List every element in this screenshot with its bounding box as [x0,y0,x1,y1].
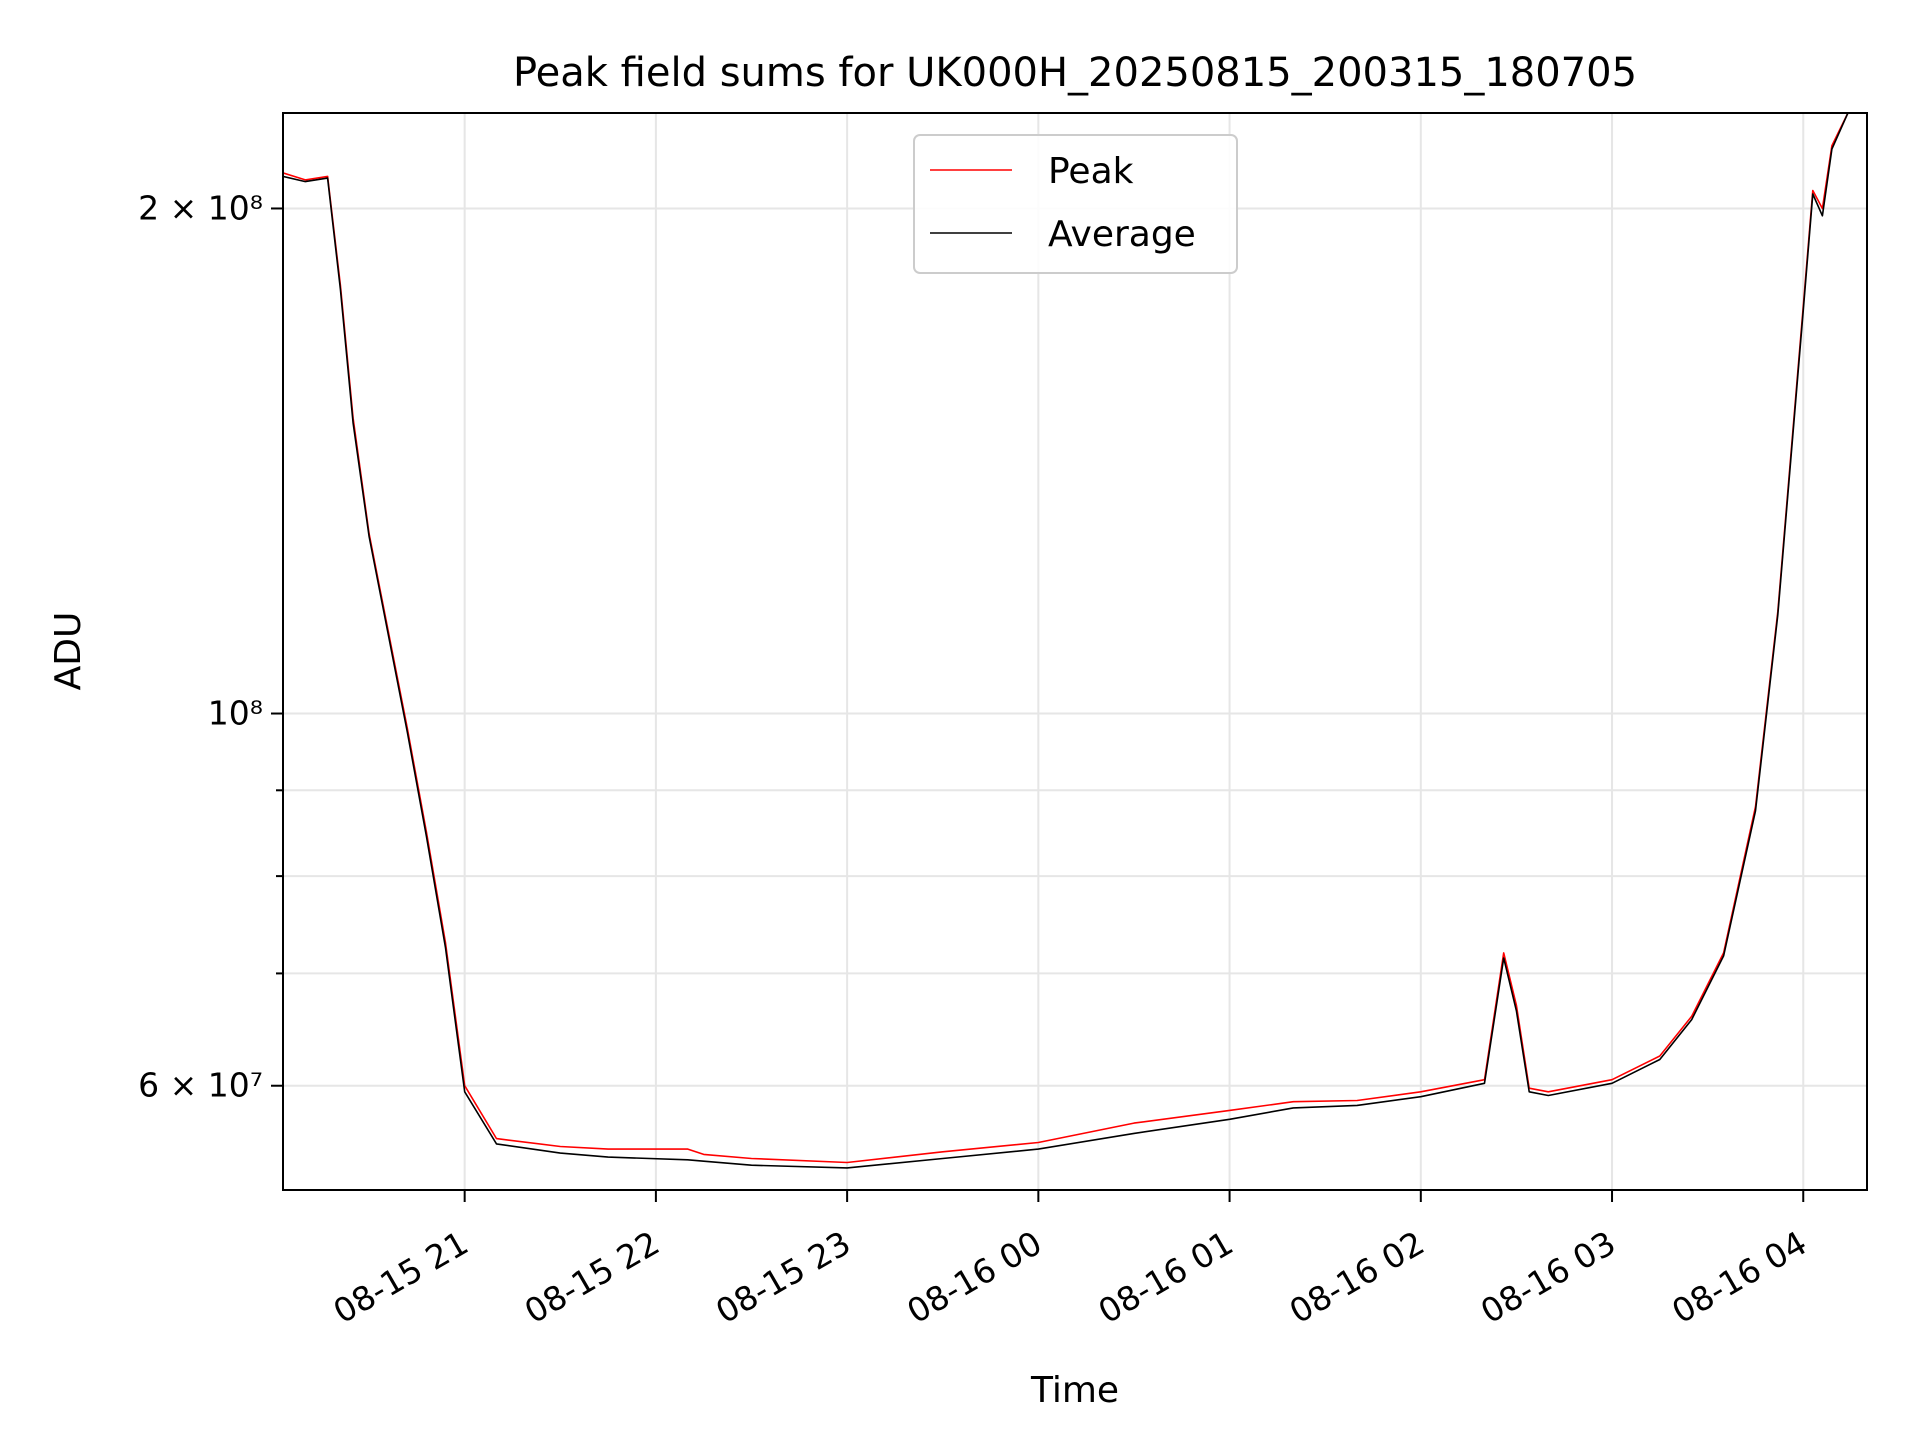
legend-label-average: Average [1048,214,1196,255]
legend: Peak Average [913,134,1238,274]
series-layer [283,113,1849,1169]
y-tick-label: 2 × 10⁸ [138,188,263,227]
plot-area [283,113,1867,1190]
y-tick-label: 10⁸ [208,694,263,733]
series-line-average [283,113,1849,1169]
legend-label-peak: Peak [1048,151,1134,192]
y-tick-label: 6 × 10⁷ [138,1066,263,1105]
x-axis-label: Time [1030,1370,1119,1411]
y-axis: 2 × 10⁸ 10⁸ 6 × 10⁷ [138,188,283,1105]
y-axis-label: ADU [48,612,89,691]
plot-frame [282,112,1868,1191]
chart-title: Peak field sums for UK000H_20250815_2003… [513,50,1637,96]
